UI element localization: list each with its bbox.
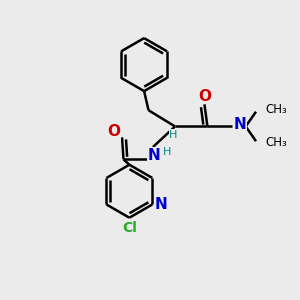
Text: N: N (148, 148, 161, 163)
Text: CH₃: CH₃ (266, 103, 287, 116)
Text: CH₃: CH₃ (266, 136, 287, 149)
Text: N: N (233, 118, 246, 133)
Text: H: H (163, 147, 171, 158)
Text: H: H (169, 130, 178, 140)
Text: N: N (155, 197, 167, 212)
Text: Cl: Cl (122, 221, 137, 235)
Text: O: O (198, 88, 211, 104)
Text: O: O (107, 124, 120, 139)
